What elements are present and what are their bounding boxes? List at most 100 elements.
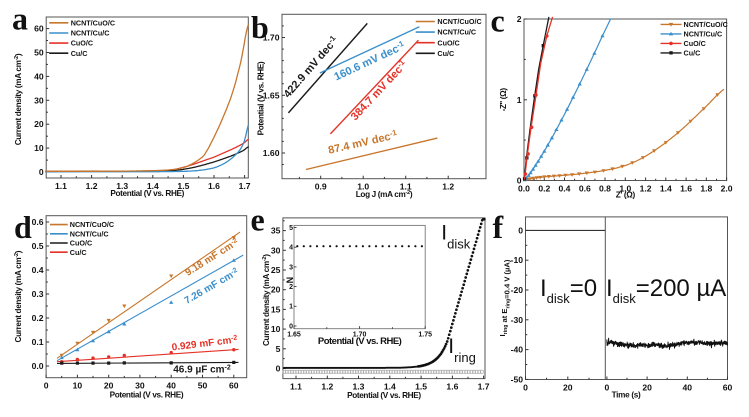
svg-text:20: 20 [34, 119, 44, 129]
svg-text:25: 25 [271, 265, 281, 275]
svg-text:2: 2 [289, 284, 293, 291]
svg-text:1.6: 1.6 [208, 181, 220, 191]
svg-text:0.1: 0.1 [32, 337, 44, 347]
svg-text:40: 40 [683, 382, 693, 392]
svg-text:N: N [285, 277, 295, 284]
svg-text:-40: -40 [511, 345, 524, 355]
svg-text:f: f [493, 209, 504, 245]
svg-text:0.6: 0.6 [32, 217, 44, 227]
svg-text:40: 40 [166, 381, 176, 391]
svg-text:NCNT/Cu/C: NCNT/Cu/C [684, 30, 723, 39]
svg-text:0: 0 [44, 381, 49, 391]
svg-text:Cu/C: Cu/C [437, 49, 454, 58]
svg-text:0: 0 [518, 225, 523, 235]
svg-text:1.3: 1.3 [353, 381, 365, 391]
svg-text:50: 50 [198, 381, 208, 391]
svg-text:Time (s): Time (s) [612, 391, 641, 400]
svg-text:1.4: 1.4 [384, 381, 396, 391]
svg-text:20: 20 [104, 381, 114, 391]
svg-text:60: 60 [723, 382, 733, 392]
svg-text:-Z'' (Ω): -Z'' (Ω) [499, 88, 508, 112]
svg-text:1.6: 1.6 [446, 381, 458, 391]
svg-text:0: 0 [276, 364, 281, 374]
svg-text:CuO/C: CuO/C [684, 39, 706, 48]
svg-text:60: 60 [34, 24, 44, 34]
svg-text:1: 1 [289, 304, 293, 311]
svg-text:1.2: 1.2 [86, 181, 98, 191]
svg-text:1.2: 1.2 [321, 381, 333, 391]
svg-text:1.1: 1.1 [55, 181, 67, 191]
svg-text:20: 20 [642, 382, 652, 392]
svg-text:1.0: 1.0 [357, 182, 369, 192]
svg-text:2.0: 2.0 [721, 183, 733, 193]
svg-text:Cu/C: Cu/C [71, 49, 88, 58]
svg-text:c: c [491, 3, 505, 39]
svg-text:Current density (mA cm-2): Current density (mA cm-2) [14, 250, 23, 342]
svg-text:0.0: 0.0 [32, 361, 44, 371]
svg-text:NCNT/Cu/C: NCNT/Cu/C [437, 28, 476, 37]
svg-text:1.65: 1.65 [287, 332, 301, 339]
svg-text:NCNT/CuO/C: NCNT/CuO/C [70, 220, 114, 229]
svg-text:1.70: 1.70 [353, 332, 367, 339]
svg-text:d: d [14, 209, 32, 245]
svg-text:10: 10 [34, 143, 44, 153]
svg-text:10: 10 [73, 381, 83, 391]
svg-text:1.75: 1.75 [418, 332, 432, 339]
svg-text:Log J (mA cm-2): Log J (mA cm-2) [356, 190, 413, 199]
svg-text:Potential (V vs. RHE): Potential (V vs. RHE) [110, 189, 184, 198]
svg-text:20: 20 [563, 382, 573, 392]
svg-text:1.2: 1.2 [640, 183, 652, 193]
svg-text:Potential (V vs. RHE): Potential (V vs. RHE) [257, 61, 266, 135]
svg-text:5: 5 [276, 344, 281, 354]
svg-text:-10: -10 [511, 255, 524, 265]
svg-text:Potential (V vs. RHE): Potential (V vs. RHE) [347, 391, 421, 400]
svg-text:NCNT/CuO/C: NCNT/CuO/C [684, 20, 728, 29]
svg-text:NCNT/Cu/C: NCNT/Cu/C [71, 29, 110, 38]
svg-text:0.6: 0.6 [579, 183, 591, 193]
svg-text:-30: -30 [511, 315, 524, 325]
svg-text:0: 0 [39, 167, 44, 177]
svg-text:CuO/C: CuO/C [70, 239, 92, 248]
svg-text:1.8: 1.8 [700, 183, 712, 193]
svg-text:a: a [12, 1, 28, 37]
svg-text:0: 0 [523, 382, 528, 392]
svg-text:NCNT/CuO/C: NCNT/CuO/C [71, 18, 115, 27]
svg-text:0.4: 0.4 [32, 265, 44, 275]
svg-text:1.0: 1.0 [619, 183, 631, 193]
svg-text:1.2: 1.2 [442, 182, 454, 192]
svg-text:1.5: 1.5 [415, 381, 427, 391]
svg-text:Current density (mA cm-2): Current density (mA cm-2) [14, 53, 23, 145]
svg-text:1.7: 1.7 [239, 181, 251, 191]
svg-text:CuO/C: CuO/C [437, 38, 459, 47]
svg-text:0.5: 0.5 [32, 241, 44, 251]
svg-text:30: 30 [34, 95, 44, 105]
svg-text:15: 15 [271, 304, 281, 314]
svg-text:e: e [251, 202, 265, 238]
svg-text:4: 4 [289, 245, 293, 252]
svg-text:2: 2 [517, 14, 522, 24]
svg-text:20: 20 [271, 285, 281, 295]
svg-text:0.2: 0.2 [538, 183, 550, 193]
svg-text:1.70: 1.70 [263, 33, 280, 43]
svg-text:1.65: 1.65 [263, 90, 280, 100]
svg-text:1.60: 1.60 [263, 148, 280, 158]
svg-text:Z' (Ω): Z' (Ω) [616, 191, 636, 200]
svg-text:0.3: 0.3 [32, 289, 44, 299]
svg-text:Potential (V vs. RHE): Potential (V vs. RHE) [110, 391, 184, 400]
svg-text:Cu/C: Cu/C [684, 49, 701, 58]
svg-text:1.4: 1.4 [660, 183, 672, 193]
svg-text:1.6: 1.6 [680, 183, 692, 193]
svg-text:0.9: 0.9 [315, 182, 327, 192]
svg-text:Current density (mA cm-2): Current density (mA cm-2) [262, 254, 271, 346]
svg-text:0.8: 0.8 [599, 183, 611, 193]
svg-text:1.4: 1.4 [147, 181, 159, 191]
svg-text:0.0: 0.0 [518, 183, 530, 193]
svg-text:1.5: 1.5 [177, 181, 189, 191]
svg-text:0.2: 0.2 [32, 313, 44, 323]
svg-text:40: 40 [34, 71, 44, 81]
svg-text:1.1: 1.1 [400, 182, 412, 192]
svg-text:3: 3 [289, 264, 293, 271]
svg-text:10: 10 [271, 324, 281, 334]
svg-text:0: 0 [517, 176, 522, 186]
svg-text:0: 0 [605, 382, 610, 392]
